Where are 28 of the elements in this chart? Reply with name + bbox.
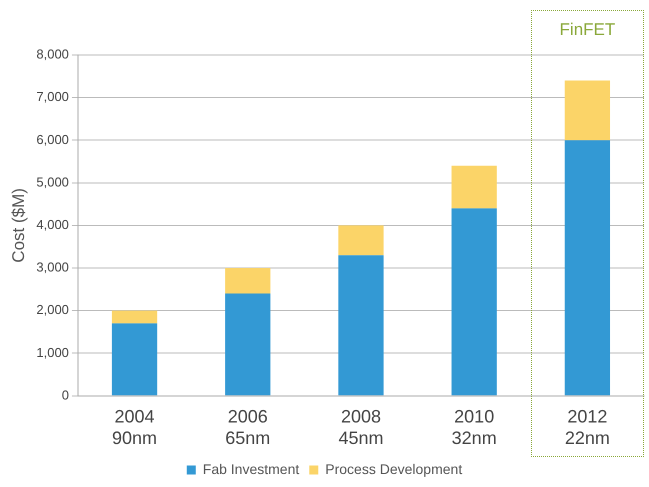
y-tick-label: 0 — [62, 387, 69, 402]
bar — [338, 255, 384, 396]
y-tick-label: 4,000 — [36, 216, 69, 232]
x-tick-label: 2012 22nm — [564, 406, 610, 448]
y-tick-label: 7,000 — [36, 89, 69, 104]
x-tick-label: 2010 32nm — [452, 406, 497, 448]
x-tick-label: 2006 65nm — [225, 406, 270, 448]
bar — [338, 225, 384, 256]
legend-label: Fab Investment — [202, 460, 300, 477]
y-tick-label: 2,000 — [36, 302, 69, 318]
y-tick-label: 5,000 — [36, 174, 69, 190]
bar — [452, 208, 497, 396]
bar — [564, 80, 610, 140]
bar — [452, 166, 497, 208]
y-axis-title: Cost ($M) — [8, 188, 28, 263]
x-tick-label: 2004 90nm — [112, 406, 158, 448]
bar — [112, 310, 158, 324]
bar — [564, 140, 610, 396]
y-tick-label: 3,000 — [36, 260, 69, 275]
y-tick-label: 6,000 — [36, 132, 69, 147]
legend-label: Process Development — [325, 460, 462, 477]
y-tick-label: 8,000 — [36, 46, 69, 62]
x-tick-label: 2008 45nm — [338, 406, 384, 448]
y-tick-label: 1,000 — [36, 344, 69, 360]
text: FinFET — [560, 20, 616, 40]
bar — [225, 268, 270, 294]
bar — [225, 294, 270, 396]
bar — [112, 323, 158, 396]
